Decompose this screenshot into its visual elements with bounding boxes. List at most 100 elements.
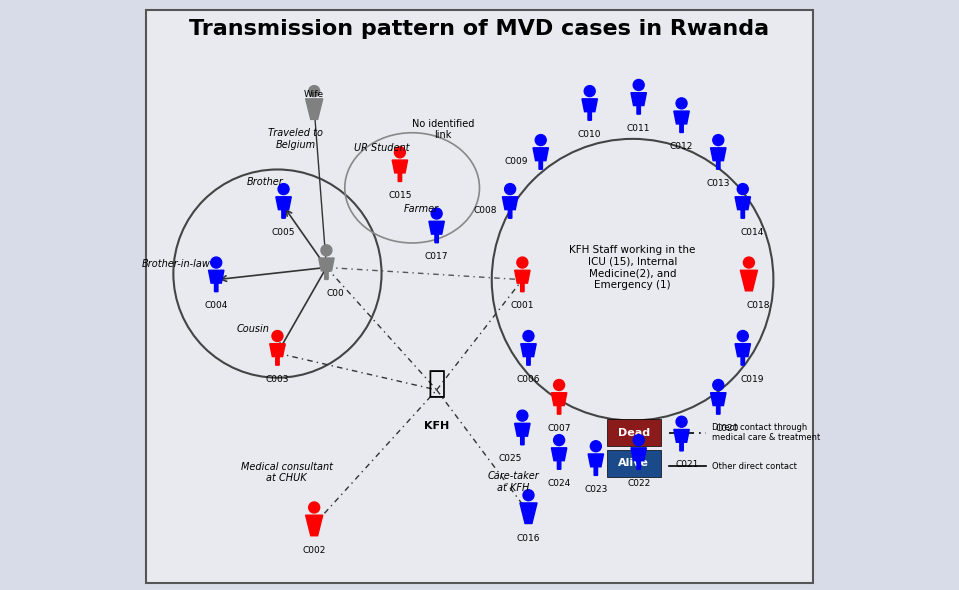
Text: C001: C001 [510,301,534,310]
Polygon shape [429,221,444,242]
Text: C008: C008 [474,206,498,215]
Polygon shape [711,393,726,414]
Polygon shape [318,258,334,280]
Circle shape [553,379,565,391]
Text: C024: C024 [548,478,571,488]
Circle shape [584,86,596,97]
Circle shape [713,379,724,391]
Text: Direct contact through
medical care & treatment: Direct contact through medical care & tr… [713,423,820,442]
FancyBboxPatch shape [607,419,662,446]
Circle shape [591,441,601,452]
Text: Wife: Wife [304,90,324,99]
Circle shape [743,257,755,268]
Text: C00: C00 [327,289,344,298]
Text: Farmer: Farmer [404,204,439,214]
Text: C013: C013 [707,179,730,188]
Text: C015: C015 [388,191,411,200]
Text: Transmission pattern of MVD cases in Rwanda: Transmission pattern of MVD cases in Rwa… [190,19,769,39]
Text: C006: C006 [517,375,540,384]
Polygon shape [306,99,323,119]
Text: C016: C016 [517,534,540,543]
Circle shape [517,257,527,268]
Circle shape [321,245,332,256]
Text: C023: C023 [584,485,607,494]
Polygon shape [740,270,758,291]
Circle shape [633,435,644,445]
Polygon shape [674,111,690,133]
Text: C025: C025 [499,454,522,463]
Text: Medical consultant
at CHUK: Medical consultant at CHUK [241,462,333,483]
Polygon shape [674,430,690,451]
Polygon shape [208,270,224,291]
Polygon shape [515,424,530,445]
Text: UR Student: UR Student [354,143,409,153]
Text: C019: C019 [740,375,763,384]
Circle shape [633,80,644,90]
Polygon shape [735,344,751,365]
FancyBboxPatch shape [146,10,813,583]
Text: C010: C010 [578,130,601,139]
Text: C007: C007 [548,424,571,432]
Circle shape [737,183,748,195]
Text: KFH Staff working in the
ICU (15), Internal
Medicine(2), and
Emergency (1): KFH Staff working in the ICU (15), Inter… [570,245,696,290]
Polygon shape [306,515,323,536]
Circle shape [553,435,565,445]
Text: C002: C002 [302,546,326,555]
Circle shape [535,135,547,146]
Circle shape [309,86,319,97]
Circle shape [517,410,527,421]
Text: C022: C022 [627,478,650,488]
Polygon shape [588,454,603,476]
Circle shape [211,257,222,268]
Text: Traveled to
Belgium: Traveled to Belgium [269,128,323,150]
Polygon shape [735,197,751,218]
Polygon shape [631,93,646,114]
Polygon shape [582,99,597,120]
Text: C018: C018 [746,301,770,310]
Text: Brother-in-law: Brother-in-law [142,260,211,270]
Circle shape [309,502,319,513]
Circle shape [676,417,687,427]
Text: C014: C014 [740,228,763,237]
Polygon shape [521,344,536,365]
Text: C021: C021 [676,460,699,469]
Polygon shape [503,197,518,218]
Polygon shape [392,160,408,182]
Polygon shape [711,148,726,169]
Text: Other direct contact: Other direct contact [713,462,797,471]
Text: Cousin: Cousin [237,324,269,334]
Text: C012: C012 [670,142,693,151]
Text: Alive: Alive [619,458,649,468]
Text: C011: C011 [627,123,650,133]
Circle shape [737,330,748,342]
Circle shape [713,135,724,146]
Text: C005: C005 [271,228,295,237]
Text: C009: C009 [504,158,528,166]
Polygon shape [520,503,537,523]
Polygon shape [631,448,646,469]
Polygon shape [269,344,285,365]
Polygon shape [515,270,530,291]
Circle shape [394,147,406,158]
Text: C003: C003 [266,375,290,384]
Circle shape [523,330,534,342]
Polygon shape [551,393,567,414]
Text: Brother: Brother [246,177,284,186]
Text: C004: C004 [204,301,228,310]
Text: Care-taker
at KFH: Care-taker at KFH [487,471,539,493]
Circle shape [676,98,687,109]
Polygon shape [276,197,292,218]
Circle shape [523,490,534,501]
Text: C020: C020 [715,424,739,432]
Text: KFH: KFH [424,421,449,431]
Text: No identified
link: No identified link [411,119,474,140]
Circle shape [278,183,289,195]
Text: 🏛: 🏛 [428,369,446,398]
Polygon shape [533,148,549,169]
Text: Dead: Dead [618,428,650,438]
Circle shape [432,208,442,219]
Text: C017: C017 [425,252,449,261]
Circle shape [272,330,283,342]
FancyBboxPatch shape [607,450,662,477]
Polygon shape [551,448,567,469]
